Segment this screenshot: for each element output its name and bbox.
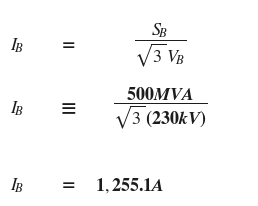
Text: $\boldsymbol{\equiv}$: $\boldsymbol{\equiv}$	[58, 99, 77, 119]
Text: $\boldsymbol{=}$: $\boldsymbol{=}$	[59, 177, 76, 193]
Text: $\dfrac{\boldsymbol{S_{\!B}}}{\boldsymbol{\sqrt{3}\,V_{\!B}}}$: $\dfrac{\boldsymbol{S_{\!B}}}{\boldsymbo…	[134, 22, 186, 69]
Text: $\boldsymbol{I_{\!B}}$: $\boldsymbol{I_{\!B}}$	[10, 36, 24, 55]
Text: $\boldsymbol{1,255.1A}$: $\boldsymbol{1,255.1A}$	[95, 176, 165, 195]
Text: $\boldsymbol{I_{\!B}}$: $\boldsymbol{I_{\!B}}$	[10, 176, 24, 195]
Text: $\dfrac{\boldsymbol{500MVA}}{\boldsymbol{\sqrt{3}\,(230kV)}}$: $\dfrac{\boldsymbol{500MVA}}{\boldsymbol…	[113, 86, 207, 132]
Text: $\boldsymbol{=}$: $\boldsymbol{=}$	[59, 37, 76, 53]
Text: $\boldsymbol{I_{\!B}}$: $\boldsymbol{I_{\!B}}$	[10, 100, 24, 118]
